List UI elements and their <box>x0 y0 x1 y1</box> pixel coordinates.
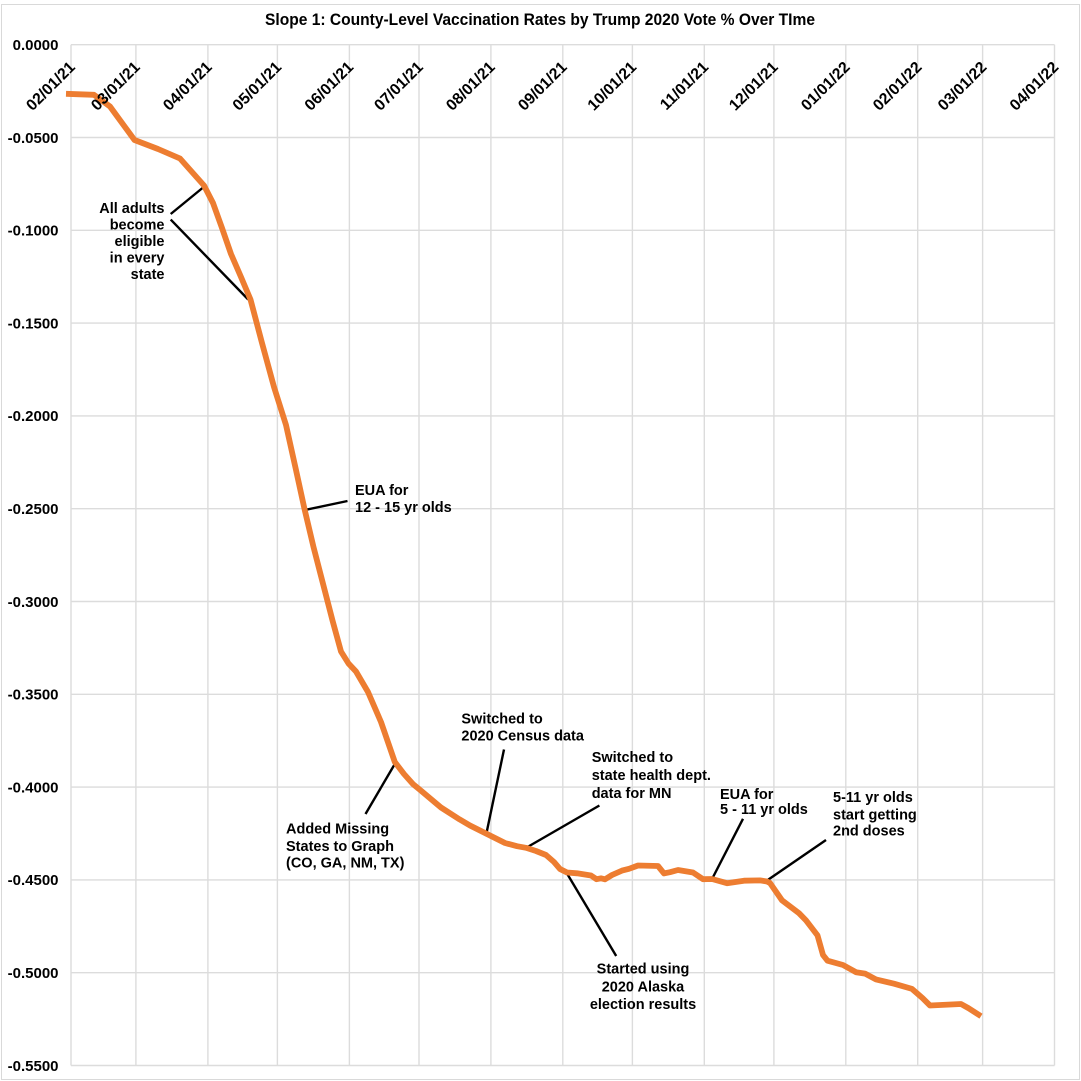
svg-text:2020 Census data: 2020 Census data <box>461 729 584 745</box>
svg-text:-0.1000: -0.1000 <box>8 223 59 240</box>
svg-text:-0.2000: -0.2000 <box>8 408 59 425</box>
svg-text:EUA for: EUA for <box>720 787 774 803</box>
svg-text:become: become <box>110 218 165 234</box>
svg-text:start getting: start getting <box>833 808 917 824</box>
svg-text:Started using: Started using <box>597 962 690 978</box>
svg-text:-0.4000: -0.4000 <box>8 779 59 796</box>
svg-text:-0.3000: -0.3000 <box>8 594 59 611</box>
svg-text:2nd doses: 2nd doses <box>833 824 905 840</box>
svg-text:-0.2500: -0.2500 <box>8 501 59 518</box>
svg-text:EUA for: EUA for <box>355 483 409 499</box>
svg-text:-0.5500: -0.5500 <box>8 1058 59 1075</box>
svg-text:(CO, GA, NM, TX): (CO, GA, NM, TX) <box>286 856 405 872</box>
svg-text:-0.5000: -0.5000 <box>8 965 59 982</box>
svg-text:2020 Alaska: 2020 Alaska <box>602 980 685 996</box>
svg-text:Added Missing: Added Missing <box>286 822 389 838</box>
svg-text:in every: in every <box>110 251 165 267</box>
svg-text:5-11 yr olds: 5-11 yr olds <box>833 790 913 806</box>
svg-text:state: state <box>131 267 165 283</box>
svg-text:12 - 15 yr olds: 12 - 15 yr olds <box>355 500 452 516</box>
svg-text:eligible: eligible <box>115 234 165 250</box>
svg-text:All adults: All adults <box>99 201 164 217</box>
svg-text:state health dept.: state health dept. <box>592 768 711 784</box>
svg-text:Switched to: Switched to <box>461 712 543 728</box>
svg-text:5 - 11 yr olds: 5 - 11 yr olds <box>720 802 808 818</box>
svg-text:Slope 1: County-Level Vaccinat: Slope 1: County-Level Vaccination Rates … <box>265 10 815 29</box>
svg-text:-0.1500: -0.1500 <box>8 315 59 332</box>
svg-text:election results: election results <box>590 997 696 1013</box>
svg-text:data for MN: data for MN <box>592 786 672 802</box>
svg-text:-0.0500: -0.0500 <box>8 130 59 147</box>
svg-text:0.0000: 0.0000 <box>13 37 59 54</box>
svg-text:States to Graph: States to Graph <box>286 839 394 855</box>
svg-text:-0.3500: -0.3500 <box>8 687 59 704</box>
svg-text:Switched to: Switched to <box>592 750 674 766</box>
svg-text:-0.4500: -0.4500 <box>8 872 59 889</box>
